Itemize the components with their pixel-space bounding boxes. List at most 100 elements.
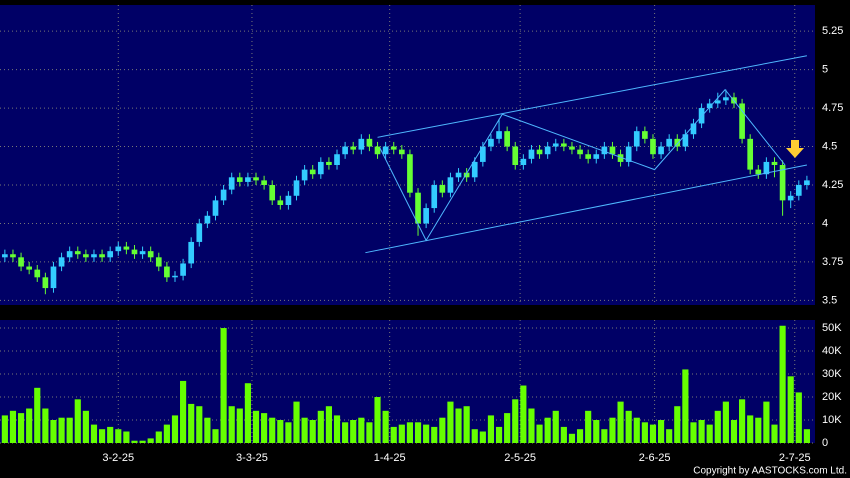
volume-bar: [633, 417, 640, 443]
volume-bar: [730, 420, 738, 443]
candle-body: [674, 138, 681, 147]
candle-body: [188, 241, 195, 264]
volume-bar: [795, 392, 802, 443]
candle-body: [552, 143, 559, 147]
y-tick-label: 4: [822, 217, 828, 229]
volume-bar: [50, 420, 57, 443]
candle-body: [787, 195, 794, 201]
volume-bar: [722, 401, 729, 443]
candle-body: [18, 257, 24, 267]
candle-body: [447, 177, 454, 193]
volume-bar: [414, 422, 422, 443]
volume-bar: [382, 410, 389, 443]
volume-bar: [739, 399, 746, 443]
candle-body: [747, 138, 754, 170]
candle-body: [2, 254, 8, 258]
y-tick-label: 5: [822, 64, 828, 76]
candle-body: [609, 146, 616, 155]
candle-body: [309, 169, 316, 175]
candle-body: [261, 180, 267, 185]
volume-bar: [544, 417, 551, 443]
candle-body: [107, 251, 114, 258]
volume-bar: [771, 424, 778, 443]
volume-bar: [285, 422, 292, 443]
candle-body: [293, 180, 300, 196]
volume-bar: [107, 426, 114, 443]
volume-tick-label: 10K: [822, 414, 842, 426]
volume-bar: [1, 415, 8, 443]
volume-bar: [779, 325, 786, 443]
candle-body: [512, 146, 519, 165]
candle-body: [326, 161, 332, 165]
volume-bar: [325, 406, 332, 443]
volume-bar: [350, 420, 357, 443]
candle-body: [374, 146, 381, 155]
candle-body: [204, 215, 211, 224]
volume-bar: [528, 408, 535, 443]
volume-bar: [698, 420, 705, 443]
volume-bar: [244, 383, 251, 443]
trend-line: [379, 88, 786, 242]
volume-bar: [447, 401, 454, 443]
volume-bar: [358, 417, 365, 443]
candle-body: [123, 246, 130, 250]
trend-line: [377, 55, 807, 138]
candle-body: [585, 154, 591, 159]
volume-bar: [123, 431, 130, 443]
volume-bar: [139, 440, 146, 443]
x-tick-label: 3-3-25: [236, 452, 268, 464]
candle-body: [755, 169, 762, 175]
volume-bar: [58, 417, 65, 443]
candle-body: [658, 146, 664, 155]
candle-body: [358, 138, 365, 150]
candle-body: [245, 177, 251, 182]
candle-body: [115, 246, 122, 252]
candle-body: [480, 146, 486, 162]
x-tick-label: 1-4-25: [374, 452, 406, 464]
candle-body: [269, 185, 276, 201]
candle-body: [690, 123, 697, 135]
volume-bar: [479, 431, 486, 443]
volume-bar: [301, 417, 308, 443]
candle-body: [139, 251, 146, 255]
volume-bar: [495, 426, 503, 443]
volume-bar: [90, 424, 98, 443]
candle-body: [228, 177, 235, 190]
candle-body: [496, 131, 502, 139]
candle-body: [682, 134, 689, 147]
volume-bar: [82, 410, 89, 443]
candle-body: [423, 208, 429, 224]
y-tick-label: 4.75: [822, 102, 843, 114]
volume-bar: [17, 413, 25, 443]
candle-body: [455, 172, 462, 178]
candle-body: [617, 154, 624, 162]
candle-body: [569, 146, 575, 150]
candle-body: [415, 192, 421, 224]
volume-bar: [504, 413, 511, 443]
volume-bar: [674, 406, 681, 443]
candle-body: [99, 254, 105, 258]
volume-bar: [9, 410, 17, 443]
x-tick-label: 2-7-25: [779, 452, 811, 464]
volume-bar: [374, 397, 381, 443]
volume-bar: [66, 417, 73, 443]
volume-bar: [34, 387, 41, 443]
volume-bar: [180, 380, 187, 443]
volume-tick-label: 50K: [822, 322, 842, 334]
volume-bar: [333, 415, 341, 443]
candle-body: [528, 149, 535, 159]
volume-bar: [406, 422, 414, 443]
volume-bar: [714, 410, 721, 443]
volume-bar: [560, 426, 567, 443]
y-tick-label: 3.75: [822, 256, 843, 268]
candle-body: [58, 257, 65, 267]
volume-bar: [657, 420, 665, 443]
candle-body: [536, 149, 543, 155]
candle-body: [236, 177, 243, 182]
candle-body: [147, 251, 154, 258]
candle-body: [706, 103, 713, 109]
candle-body: [625, 146, 632, 162]
candle-body: [155, 257, 162, 267]
volume-bar: [455, 408, 462, 443]
